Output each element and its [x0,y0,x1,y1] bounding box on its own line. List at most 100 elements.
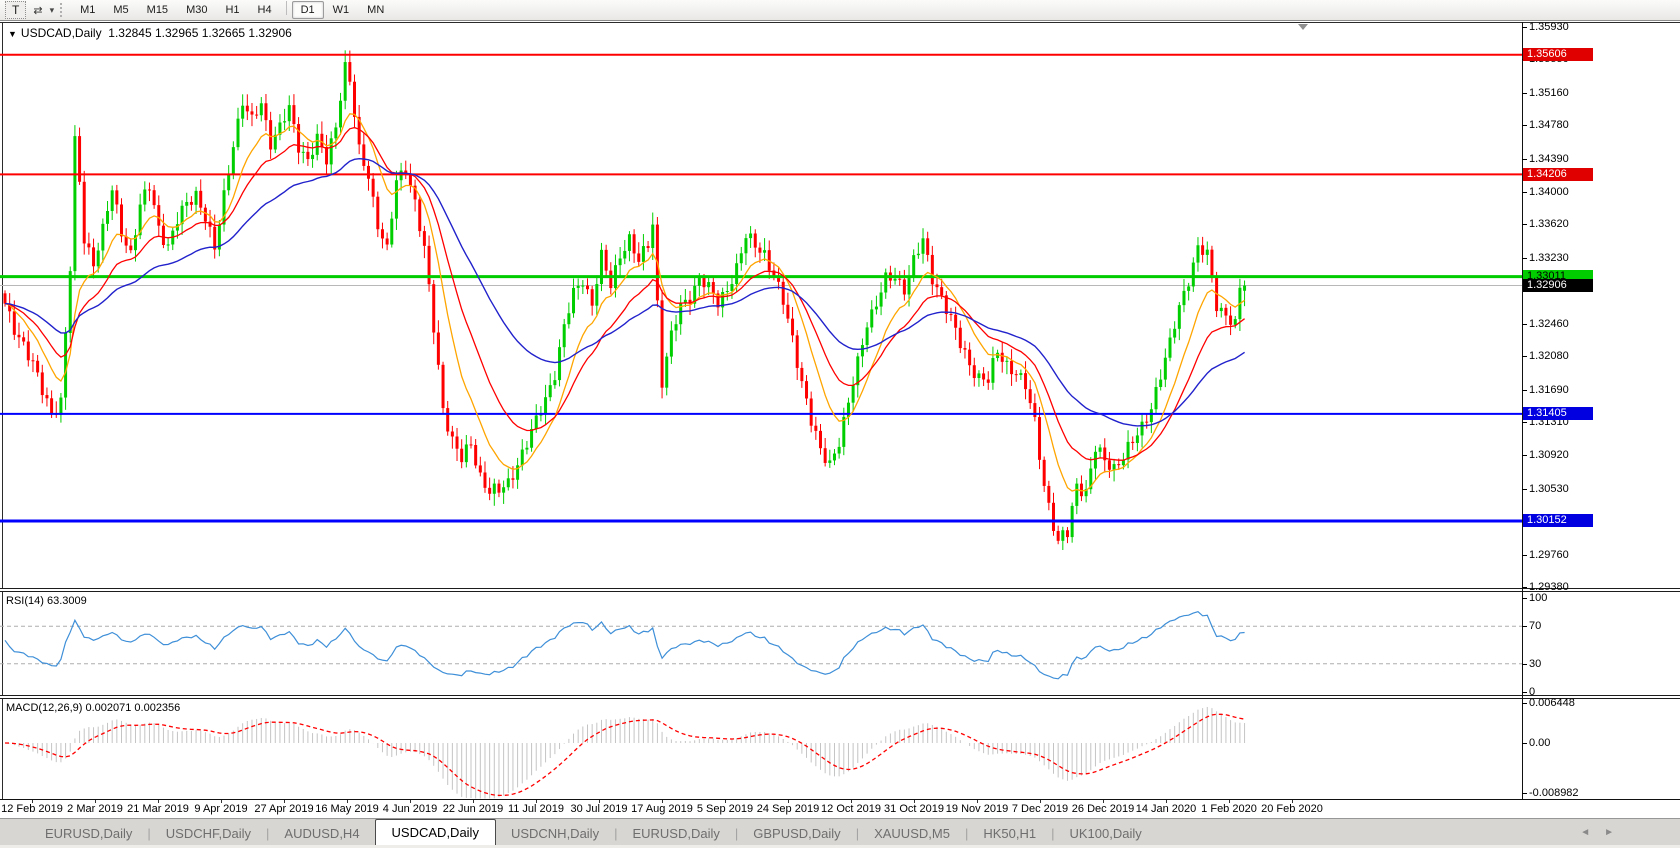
chart-tab-usdchf-daily[interactable]: USDCHF,Daily [165,826,252,841]
rsi-indicator-label: RSI(14) 63.3009 [6,595,87,607]
chart-tab-audusd-h4[interactable]: AUDUSD,H4 [284,826,360,841]
price-tick-label: 1.34780 [1529,119,1569,132]
price-tick [1522,488,1527,490]
price-tick-label: 1.34000 [1529,186,1569,198]
date-tick [1040,800,1041,803]
macd-pane-canvas[interactable] [0,699,1522,799]
pane-divider[interactable] [0,695,1680,699]
date-label: 11 Jul 2019 [507,803,565,815]
price-tick [1522,389,1527,391]
macd-tick [1522,793,1527,794]
date-tick [347,800,348,803]
price-tick-label: 1.31690 [1529,383,1569,396]
date-tick [410,800,411,803]
timeframe-button-m5[interactable]: M5 [113,4,129,16]
tab-separator: | [964,826,969,841]
timeframe-button-d1[interactable]: D1 [291,1,324,19]
hline-price-badge: 1.35606 [1523,48,1593,62]
price-tick-label: 1.35160 [1529,86,1569,99]
chart-tab-uk100-daily[interactable]: UK100,Daily [1069,826,1142,841]
date-label: 4 Jun 2019 [382,803,438,815]
timeframe-button-mn[interactable]: MN [367,4,385,16]
rsi-tick [1522,598,1527,599]
price-tick [1522,587,1527,588]
rsi-tick [1522,692,1527,693]
tab-separator: | [1051,826,1055,841]
price-chart-canvas[interactable] [0,23,1522,590]
timeframe-button-group: M1 M5 M15 M30 H1 H4 D1 W1 MN [71,1,393,19]
price-tick [1522,356,1527,358]
date-tick [914,800,915,803]
date-tick [1292,800,1293,803]
chart-tab-eurusd-daily[interactable]: EURUSD,Daily [632,826,720,841]
tab-scroll-left-icon[interactable]: ◄ [1580,827,1605,838]
chart-tab-eurusd-daily[interactable]: EURUSD,Daily [45,826,133,841]
date-tick [1166,800,1167,803]
chart-tab-hk50-h1[interactable]: HK50,H1 [983,826,1037,841]
date-label: 24 Sep 2019 [756,803,820,815]
price-tick-label: 1.33620 [1529,218,1569,231]
chart-frame-left [2,22,3,800]
timeframe-button-w1[interactable]: W1 [332,4,350,16]
date-label: 30 Jul 2019 [570,803,628,815]
price-tick [1522,421,1527,423]
hline-price-badge: 1.31405 [1523,407,1593,421]
tab-scroll-right-icon[interactable]: ► [1604,827,1628,838]
price-tick-label: 1.32460 [1529,317,1569,330]
chart-tab-usdcad-daily[interactable]: USDCAD,Daily [374,818,496,847]
tab-separator: | [266,826,270,841]
price-tick-label: 1.30530 [1529,482,1569,495]
timeframe-button-m15[interactable]: M15 [146,4,169,16]
chart-tab-usdcnh-daily[interactable]: USDCNH,Daily [510,826,600,841]
tab-separator: | [614,826,618,841]
pane-divider[interactable] [0,588,1680,592]
price-tick-label: 1.33230 [1529,251,1569,264]
date-label: 20 Feb 2020 [1261,803,1323,815]
chart-frame-top [0,22,1680,23]
chart-tab-gbpusd-daily[interactable]: GBPUSD,Daily [753,826,841,841]
chart-tab-bar: EURUSD,Daily | USDCHF,Daily | AUDUSD,H4 USDCA… [0,818,1680,848]
chevron-down-icon[interactable]: ▾ [49,4,55,15]
chart-frame-bottom [0,799,1680,800]
chart-shift-marker-icon[interactable] [1298,24,1308,30]
date-tick [32,800,33,803]
date-tick [536,800,537,803]
macd-tick-label: 0.006448 [1529,697,1575,710]
cycle-symbols-icon[interactable]: ⇄ [33,4,43,17]
timeframe-button-m1[interactable]: M1 [80,4,96,16]
date-label: 31 Oct 2019 [884,803,944,815]
chart-ohlc-values: 1.32845 1.32965 1.32665 1.32906 [108,26,292,40]
date-tick [158,800,159,803]
collapse-chart-icon[interactable]: ▼ [8,29,17,39]
price-tick [1522,455,1527,457]
macd-tick [1522,743,1527,744]
price-tick [1522,158,1527,160]
main-toolbar: T ⇄ ▾ M1 M5 M15 M30 H1 H4 D1 W1 MN [0,0,1680,21]
date-label: 27 Apr 2019 [254,803,314,815]
chart-tab-xauusd-m5[interactable]: XAUUSD,M5 [874,826,950,841]
price-tick [1522,323,1527,325]
rsi-tick-label: 100 [1529,592,1548,604]
timeframe-button-m30[interactable]: M30 [186,4,208,16]
macd-indicator-label: MACD(12,26,9) 0.002071 0.002356 [6,702,181,714]
current-price-badge: 1.32906 [1523,279,1593,293]
date-tick [1103,800,1104,803]
text-tool-button[interactable]: T [5,1,27,19]
date-tick [95,800,96,803]
rsi-pane-canvas[interactable] [0,593,1522,695]
date-label: 5 Sep 2019 [696,803,754,815]
price-tick [1522,554,1527,556]
price-tick-label: 1.35930 [1529,21,1569,33]
tab-scroll-arrows: ◄► [1580,827,1628,838]
price-tick [1522,192,1527,193]
timeframe-button-h4[interactable]: H4 [257,4,272,16]
timeframe-button-h1[interactable]: H1 [225,4,240,16]
date-label: 7 Dec 2019 [1011,803,1069,815]
price-tick [1522,92,1527,94]
date-tick [284,800,285,803]
status-strip [0,845,1680,848]
price-tick [1522,27,1527,28]
toolbar-grip [60,3,65,17]
date-label: 19 Nov 2019 [945,803,1009,815]
date-label: 16 May 2019 [315,803,379,815]
